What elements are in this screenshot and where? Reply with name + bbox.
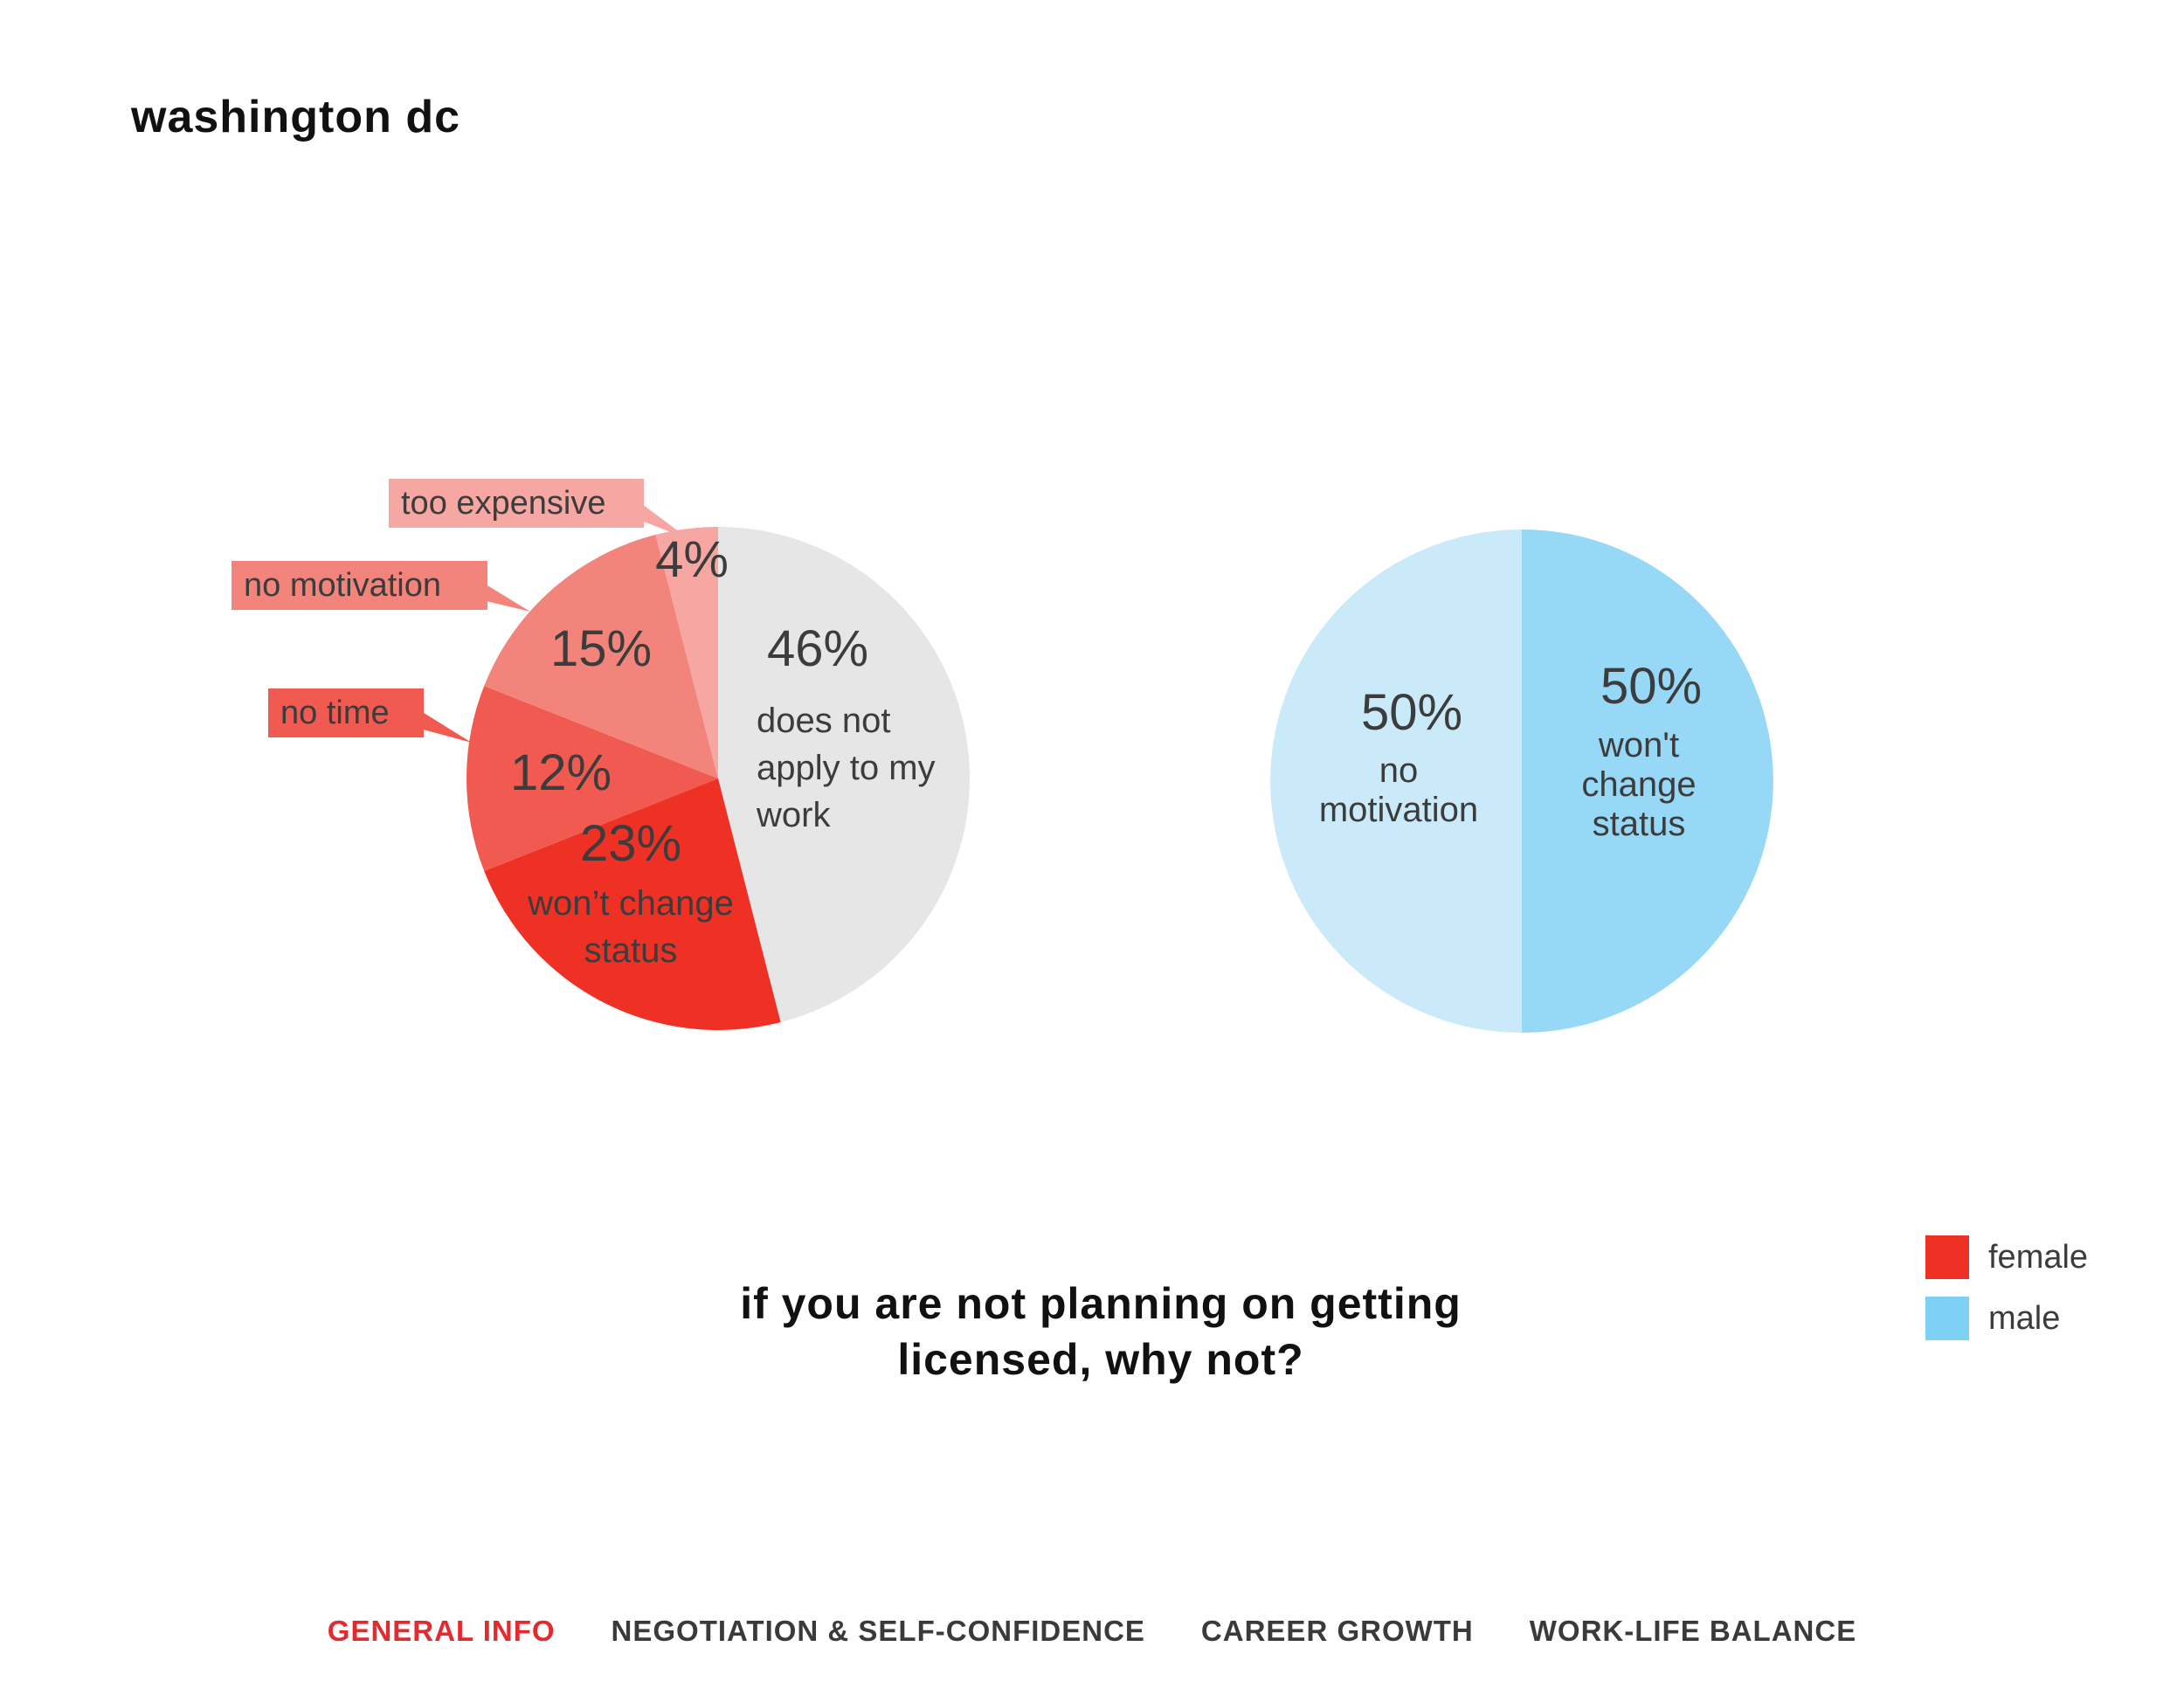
legend-label-female: female	[1988, 1238, 2089, 1276]
pie-female-slice-does-not-apply-to-my-work	[718, 527, 971, 1022]
pie-male-text-won-t-change-status-line-1: won't	[1598, 726, 1679, 764]
pie-female-slice-won-t-change-status	[484, 778, 781, 1030]
nav-item-negotiation[interactable]: NEGOTIATION & SELF-CONFIDENCE	[611, 1615, 1145, 1647]
callout-label-no-motivation: no motivation	[244, 567, 441, 604]
pie-female-text-does-not-apply-to-my-work-line-2: apply to my	[757, 749, 936, 787]
pie-female-slice-too-expensive	[655, 527, 718, 778]
pie-female-value-won-t-change-status: 23%	[580, 815, 681, 872]
bottom-nav: GENERAL INFO NEGOTIATION & SELF-CONFIDEN…	[0, 1615, 2184, 1648]
nav-item-general-info[interactable]: GENERAL INFO	[327, 1615, 556, 1647]
legend-swatch-female	[1925, 1235, 1969, 1279]
pie-female-text-does-not-apply-to-my-work-line-1: does not	[757, 702, 890, 740]
pie-female-value-does-not-apply-to-my-work: 46%	[767, 620, 868, 677]
page-title: washington dc	[131, 92, 460, 142]
callout-box-no-time	[268, 688, 424, 737]
legend: female male	[1925, 1227, 2088, 1349]
pie-male-text-no-motivation-line-1: no	[1379, 751, 1419, 790]
callout-box-too-expensive	[389, 479, 644, 528]
pie-female-text-does-not-apply-to-my-work-line-3: work	[756, 796, 831, 834]
pie-female-slice-no-motivation	[484, 535, 718, 778]
callout-pointer-no-motivation	[479, 580, 530, 612]
pie-female-value-no-motivation: 15%	[550, 620, 652, 677]
pie-male-text-no-motivation-line-2: motivation	[1319, 791, 1478, 829]
pie-male-text-won-t-change-status-line-2: change	[1581, 765, 1696, 804]
pie-female-value-no-time: 12%	[510, 744, 612, 801]
callout-box-no-motivation	[232, 561, 487, 610]
legend-swatch-male	[1925, 1297, 1969, 1340]
pie-male-value-won-t-change-status: 50%	[1600, 658, 1702, 715]
nav-item-work-life-balance[interactable]: WORK-LIFE BALANCE	[1529, 1615, 1857, 1647]
callout-pointer-too-expensive	[635, 499, 690, 540]
pie-male-slice-won-t-change-status	[1522, 529, 1773, 1033]
pie-male-slice-no-motivation	[1270, 529, 1522, 1033]
pie-female-slice-no-time	[466, 685, 718, 872]
legend-item-male: male	[1925, 1288, 2088, 1349]
pie-female-text-won-t-change-status-line-2: status	[584, 931, 678, 970]
pie-male-value-no-motivation: 50%	[1361, 684, 1462, 741]
callout-pointer-no-time	[417, 709, 472, 743]
callout-label-no-time: no time	[280, 695, 390, 731]
chart-question: if you are not planning on getting licen…	[740, 1279, 1462, 1384]
legend-label-male: male	[1988, 1299, 2061, 1337]
pie-male-text-won-t-change-status-line-3: status	[1593, 805, 1686, 843]
callout-label-too-expensive: too expensive	[401, 485, 606, 522]
nav-item-career-growth[interactable]: CAREER GROWTH	[1200, 1615, 1474, 1647]
pie-female-text-won-t-change-status-line-1: won’t change	[527, 884, 734, 923]
pie-female-value-too-expensive: 4%	[655, 531, 729, 588]
legend-item-female: female	[1925, 1227, 2088, 1288]
